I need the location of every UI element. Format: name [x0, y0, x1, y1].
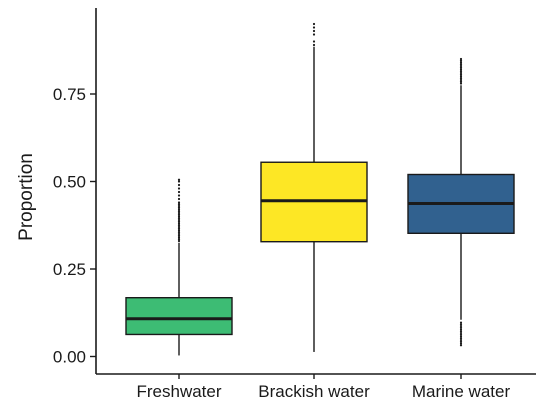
- y-axis-title: Proportion: [16, 153, 37, 241]
- outlier-point: [459, 75, 463, 78]
- x-tick-label: Brackish water: [258, 382, 370, 401]
- outlier-point: [177, 208, 181, 211]
- outlier-point: [177, 222, 181, 225]
- outlier-point: [177, 203, 181, 206]
- outlier-point: [177, 178, 181, 181]
- outlier-point: [177, 217, 181, 220]
- outlier-point: [177, 201, 181, 204]
- outlier-point: [177, 206, 181, 209]
- box-group: [125, 178, 233, 356]
- y-tick-label: 0.00: [53, 348, 86, 367]
- outlier-point: [177, 238, 181, 241]
- outlier-point: [459, 344, 463, 347]
- outlier-point: [459, 77, 463, 80]
- outlier-point: [459, 63, 463, 66]
- outlier-point: [312, 22, 316, 26]
- y-ticks: 0.00 0.25 0.50 0.75: [53, 85, 96, 367]
- outlier-point: [459, 338, 463, 342]
- outlier-point: [177, 183, 181, 187]
- axes: [95, 8, 536, 375]
- outlier-point: [177, 229, 181, 232]
- outlier-point: [459, 73, 463, 76]
- outlier-point: [459, 326, 463, 329]
- outlier-point: [459, 64, 463, 68]
- outlier-point: [177, 236, 181, 239]
- outlier-point: [177, 180, 181, 183]
- box-group: [260, 22, 368, 352]
- outlier-point: [177, 194, 181, 197]
- outlier-point: [177, 211, 181, 215]
- boxes: [125, 22, 515, 356]
- outlier-point: [312, 29, 316, 33]
- outlier-point: [459, 328, 463, 331]
- box-group: [407, 57, 515, 347]
- outlier-point: [459, 324, 463, 328]
- outlier-point: [312, 26, 316, 29]
- outlier-point: [459, 321, 463, 324]
- outlier-point: [312, 33, 316, 36]
- outlier-point: [459, 59, 463, 62]
- outlier-point: [459, 68, 463, 71]
- outlier-point: [459, 57, 463, 61]
- outlier-point: [459, 331, 463, 335]
- outlier-point: [459, 71, 463, 75]
- outlier-point: [459, 82, 463, 85]
- outlier-point: [459, 70, 463, 73]
- outlier-point: [459, 342, 463, 345]
- outlier-point: [177, 234, 181, 237]
- box-iqr: [125, 297, 233, 336]
- x-tick-label: Freshwater: [136, 382, 221, 401]
- outlier-point: [177, 204, 181, 208]
- outlier-point: [459, 78, 463, 82]
- y-tick-label: 0.50: [53, 173, 86, 192]
- y-tick-label: 0.75: [53, 85, 86, 104]
- outlier-point: [177, 225, 181, 229]
- outlier-point: [177, 224, 181, 227]
- x-ticks: Freshwater Brackish water Marine water: [136, 374, 510, 401]
- outlier-point: [459, 66, 463, 69]
- outlier-point: [177, 210, 181, 213]
- outlier-point: [177, 227, 181, 230]
- outlier-point: [459, 333, 463, 336]
- outlier-point: [312, 40, 316, 43]
- outlier-point: [459, 335, 463, 338]
- outlier-point: [177, 213, 181, 216]
- outlier-point: [177, 220, 181, 223]
- y-tick-label: 0.25: [53, 260, 86, 279]
- outlier-point: [459, 80, 463, 83]
- outlier-point: [312, 43, 316, 47]
- x-tick-label: Marine water: [412, 382, 511, 401]
- outlier-point: [177, 215, 181, 218]
- outlier-point: [177, 190, 181, 194]
- outlier-point: [459, 323, 463, 326]
- outlier-point: [459, 330, 463, 333]
- outlier-point: [459, 337, 463, 340]
- outlier-point: [177, 232, 181, 236]
- outlier-point: [177, 187, 181, 190]
- outlier-point: [459, 61, 463, 64]
- outlier-point: [177, 218, 181, 222]
- outlier-point: [177, 239, 181, 243]
- outlier-point: [177, 197, 181, 201]
- outlier-point: [177, 231, 181, 234]
- outlier-point: [459, 340, 463, 343]
